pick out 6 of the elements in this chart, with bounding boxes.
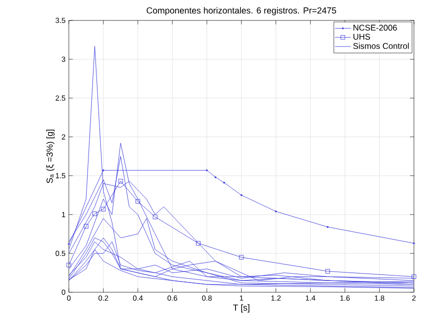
chart-title: Componentes horizontales. 6 registros. Pr=2475 <box>146 7 336 16</box>
legend-label: NCSE-2006 <box>354 24 397 31</box>
y-axis-title: S$_{a}$ (ξ =3%) [g] <box>46 130 55 184</box>
legend-label: UHS <box>354 34 370 40</box>
x-axis-title: T [s] <box>233 304 250 313</box>
legend-label: Sismos Control <box>353 42 409 50</box>
